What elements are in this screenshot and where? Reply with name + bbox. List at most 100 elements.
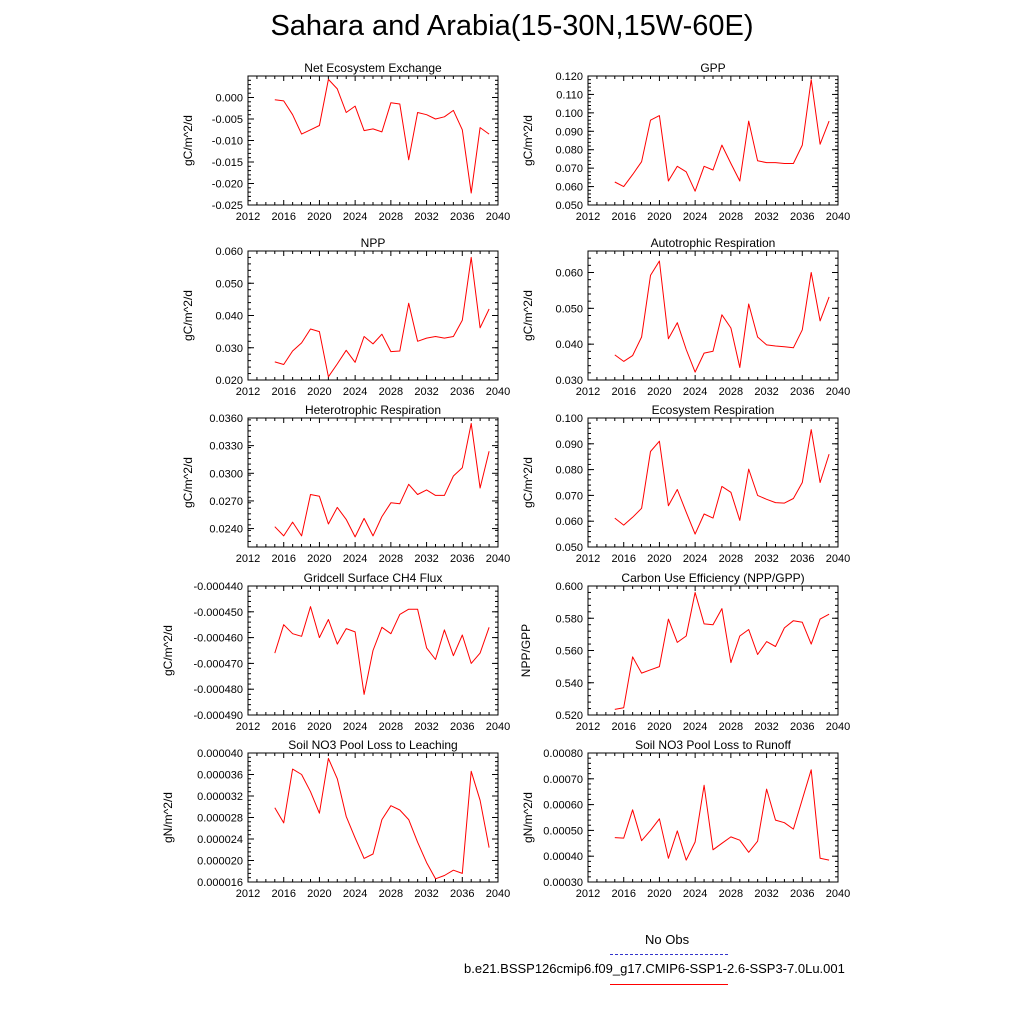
x-tick-label: 2032 — [754, 721, 778, 733]
x-tick-label: 2028 — [379, 386, 403, 398]
x-tick-label: 2012 — [576, 386, 600, 398]
y-tick-label: 0.070 — [555, 490, 583, 502]
y-tick-label: 0.00070 — [543, 774, 583, 786]
y-tick-label: 0.040 — [215, 311, 243, 323]
y-tick-label: 0.020 — [215, 375, 243, 387]
series-line-ecosystem-respiration — [614, 429, 830, 535]
x-tick-label: 2032 — [414, 386, 438, 398]
x-tick-label: 2036 — [450, 386, 474, 398]
y-tick-label: 0.520 — [555, 710, 583, 722]
x-tick-label: 2016 — [271, 888, 295, 900]
panel-title: Carbon Use Efficiency (NPP/GPP) — [621, 571, 804, 585]
series-line-heterotrophic-respiration — [274, 423, 490, 538]
y-tick-label: 0.00060 — [543, 800, 583, 812]
y-axis-label: gC/m^2/d — [161, 625, 175, 676]
y-tick-label: 0.000024 — [197, 834, 243, 846]
y-tick-label: -0.000490 — [193, 710, 243, 722]
series-line-npp — [274, 256, 490, 378]
y-axis-label: gC/m^2/d — [521, 290, 535, 341]
panel-autotrophic-respiration: Autotrophic Respiration 2012 2016 2020 2024 2… — [521, 236, 850, 398]
panel-heterotrophic-respiration: Heterotrophic Respiration 2012 2016 2020 202… — [181, 403, 510, 565]
x-tick-label: 2024 — [343, 211, 367, 223]
x-tick-label: 2040 — [486, 888, 510, 900]
y-tick-label: 0.060 — [215, 246, 243, 258]
plot-frame — [587, 75, 839, 206]
series-line-gridcell-surface-ch4-flux — [274, 606, 490, 695]
x-tick-label: 2028 — [719, 211, 743, 223]
x-tick-label: 2036 — [790, 888, 814, 900]
y-tick-label: 0.000028 — [197, 813, 243, 825]
x-tick-label: 2040 — [486, 386, 510, 398]
y-tick-label: -0.000470 — [193, 658, 243, 670]
plot-frame — [247, 417, 499, 548]
y-tick-label: 0.120 — [555, 71, 583, 83]
plot-frame — [247, 250, 499, 381]
y-tick-label: 0.600 — [555, 581, 583, 593]
y-tick-label: 0.080 — [555, 145, 583, 157]
y-tick-label: -0.000450 — [193, 607, 243, 619]
x-tick-label: 2040 — [486, 721, 510, 733]
panel-soil-no3-pool-loss-to-runoff: Soil NO3 Pool Loss to Runoff 2012 2016 2020… — [521, 738, 850, 900]
panel-npp: NPP 2012 2016 2020 2024 2028 2032 2036 2040 0.020… — [181, 236, 510, 398]
series-line-gpp — [614, 79, 830, 192]
x-tick-label: 2016 — [611, 386, 635, 398]
x-tick-label: 2032 — [754, 211, 778, 223]
y-tick-label: 0.060 — [555, 182, 583, 194]
x-tick-label: 2032 — [754, 553, 778, 565]
y-tick-label: 0.00040 — [543, 851, 583, 863]
panel-soil-no3-pool-loss-to-leaching: Soil NO3 Pool Loss to Leaching 2012 2016 20… — [161, 738, 510, 900]
x-tick-label: 2040 — [826, 888, 850, 900]
x-tick-label: 2036 — [450, 211, 474, 223]
x-tick-label: 2036 — [790, 553, 814, 565]
y-tick-label: 0.000020 — [197, 856, 243, 868]
x-tick-label: 2020 — [647, 888, 671, 900]
panel-title: GPP — [700, 61, 725, 75]
x-tick-label: 2024 — [683, 888, 707, 900]
x-tick-label: 2012 — [236, 721, 260, 733]
y-tick-label: 0.000 — [215, 93, 243, 105]
y-tick-label: -0.025 — [212, 200, 243, 212]
y-tick-label: 0.0240 — [209, 524, 243, 536]
panel-ecosystem-respiration: Ecosystem Respiration 2012 2016 2020 2024 202… — [521, 403, 850, 565]
y-tick-label: 0.00080 — [543, 748, 583, 760]
x-tick-label: 2036 — [790, 211, 814, 223]
y-tick-label: 0.060 — [555, 516, 583, 528]
y-tick-label: -0.000440 — [193, 581, 243, 593]
y-axis-label: gC/m^2/d — [521, 115, 535, 166]
x-tick-label: 2024 — [683, 211, 707, 223]
x-tick-label: 2024 — [343, 888, 367, 900]
y-tick-label: 0.030 — [215, 343, 243, 355]
plot-frame — [587, 752, 839, 883]
plot-frame — [247, 75, 499, 206]
panel-net-ecosystem-exchange: Net Ecosystem Exchange 2012 2016 2020 2024 20… — [181, 61, 510, 223]
x-tick-label: 2020 — [307, 386, 331, 398]
x-tick-label: 2024 — [683, 721, 707, 733]
y-tick-label: 0.110 — [556, 89, 583, 101]
x-tick-label: 2032 — [754, 888, 778, 900]
y-axis-label: gC/m^2/d — [181, 290, 195, 341]
y-tick-label: 0.100 — [555, 413, 583, 425]
x-tick-label: 2024 — [683, 553, 707, 565]
x-tick-label: 2036 — [790, 721, 814, 733]
x-tick-label: 2032 — [414, 721, 438, 733]
y-tick-label: 0.0270 — [209, 496, 243, 508]
x-tick-label: 2040 — [486, 553, 510, 565]
x-tick-label: 2020 — [647, 386, 671, 398]
x-tick-label: 2012 — [576, 553, 600, 565]
series-line-autotrophic-respiration — [614, 260, 830, 373]
x-tick-label: 2036 — [450, 721, 474, 733]
x-tick-label: 2020 — [307, 888, 331, 900]
panel-gpp: GPP 2012 2016 2020 2024 2028 2032 2036 2040 0.050… — [521, 61, 850, 223]
panel-title: Ecosystem Respiration — [652, 403, 775, 417]
x-tick-label: 2028 — [379, 888, 403, 900]
x-tick-label: 2012 — [236, 211, 260, 223]
series-line-carbon-use-efficiency-npp-gpp — [614, 592, 830, 710]
y-tick-label: 0.000016 — [197, 877, 243, 889]
y-tick-label: 0.050 — [555, 542, 583, 554]
x-tick-label: 2012 — [576, 211, 600, 223]
x-tick-label: 2040 — [826, 553, 850, 565]
y-tick-label: 0.000036 — [197, 770, 243, 782]
x-tick-label: 2020 — [647, 721, 671, 733]
y-tick-label: 0.060 — [555, 268, 583, 280]
